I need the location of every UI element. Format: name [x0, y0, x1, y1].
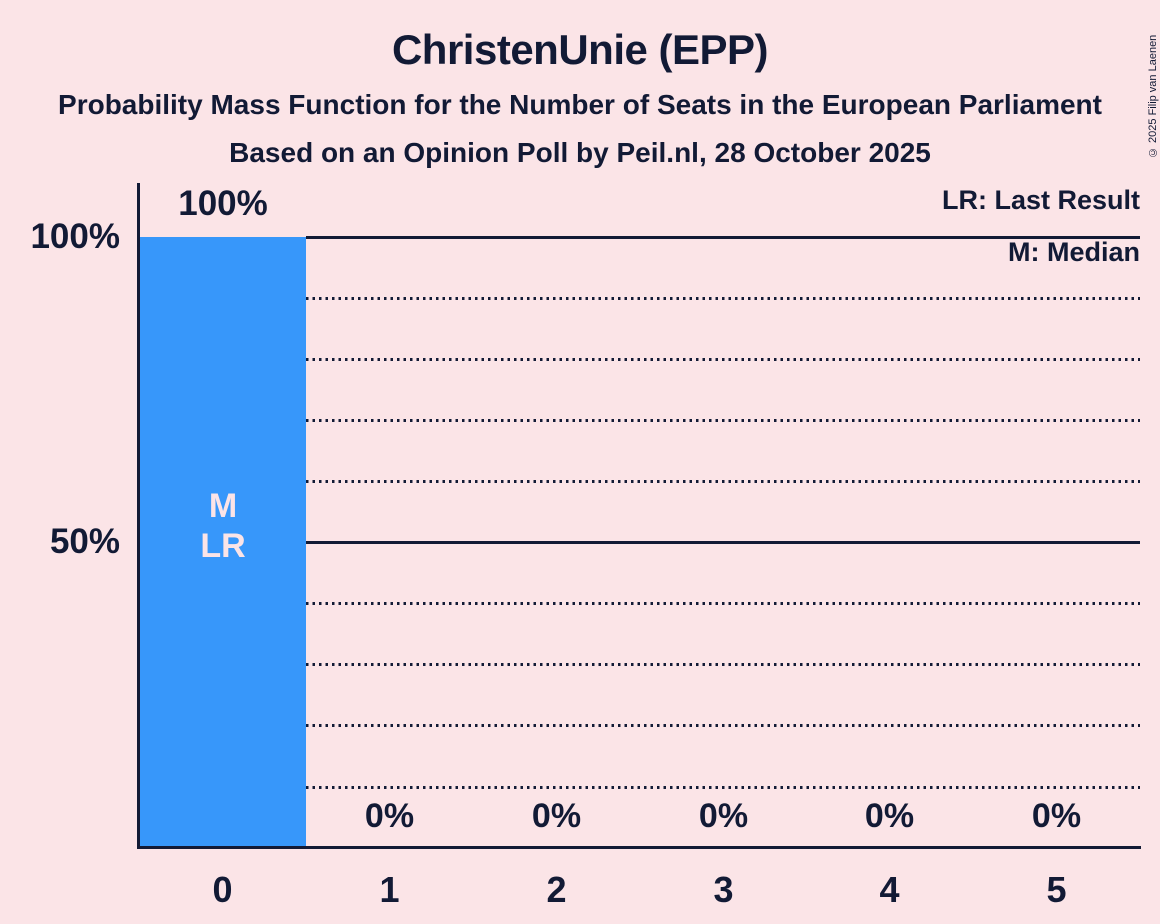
y-tick-100: 100% [30, 217, 120, 256]
copyright-notice: © 2025 Filip van Laenen [1147, 34, 1159, 158]
y-axis-line [137, 183, 140, 849]
bar-value-label-2: 0% [531, 797, 582, 835]
x-tick-5: 5 [1046, 869, 1067, 910]
last-result-marker-label: LR [200, 527, 246, 565]
bar-value-label-4: 0% [864, 797, 915, 835]
gridline-80pct [306, 358, 1140, 361]
gridline-40pct [306, 602, 1140, 605]
gridline-90pct [306, 297, 1140, 300]
gridline-30pct [306, 663, 1140, 666]
x-tick-3: 3 [713, 869, 734, 910]
gridline-20pct [306, 724, 1140, 727]
gridline-10pct [306, 786, 1140, 789]
x-tick-1: 1 [379, 869, 400, 910]
gridline-100pct [306, 236, 1140, 239]
median-marker-label: M [208, 487, 238, 525]
gridline-50pct [306, 541, 1140, 544]
x-tick-2: 2 [546, 869, 567, 910]
y-tick-50: 50% [49, 522, 120, 561]
gridline-60pct [306, 480, 1140, 483]
legend-median: M: Median [1008, 237, 1140, 267]
bar-value-label-0: 100% [178, 184, 268, 223]
bar-value-label-3: 0% [698, 797, 749, 835]
legend-last-result: LR: Last Result [941, 185, 1140, 215]
x-tick-0: 0 [212, 869, 233, 910]
bar-value-label-5: 0% [1031, 797, 1082, 835]
x-tick-4: 4 [879, 869, 900, 910]
bar-seat-0 [140, 237, 306, 846]
gridline-70pct [306, 419, 1140, 422]
x-axis-line [137, 846, 1141, 849]
bar-value-label-1: 0% [364, 797, 415, 835]
chart-subtitle: Probability Mass Function for the Number… [58, 89, 1102, 120]
chart-title: ChristenUnie (EPP) [391, 26, 769, 73]
median-last-result-marker: M LR [140, 486, 306, 566]
chart-source-note: Based on an Opinion Poll by Peil.nl, 28 … [229, 137, 931, 168]
